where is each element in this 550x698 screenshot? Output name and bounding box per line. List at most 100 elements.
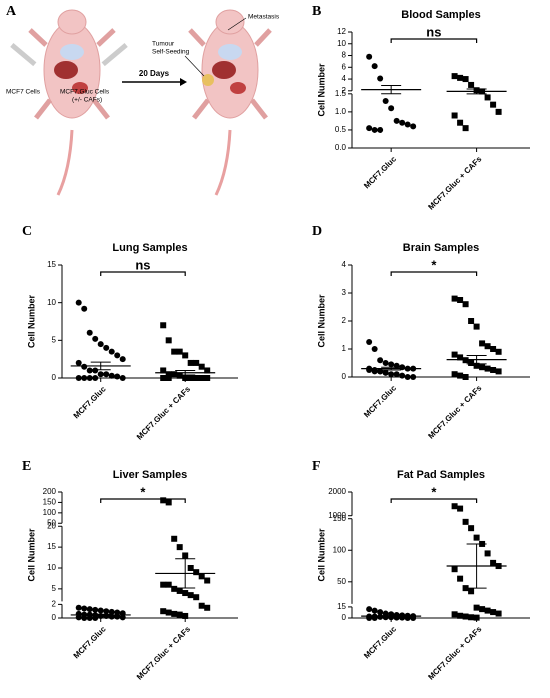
panel-letter: C <box>22 224 32 239</box>
data-point <box>457 297 464 303</box>
data-point <box>484 365 491 372</box>
significance-label: ns <box>426 24 441 39</box>
y-tick-label: 100 <box>43 508 57 517</box>
data-point <box>366 339 373 345</box>
data-point <box>160 322 167 329</box>
data-point <box>81 363 88 370</box>
panel-letter: E <box>22 459 31 474</box>
x-tick-label: MCF7.Gluc <box>72 384 108 420</box>
data-point <box>160 608 167 615</box>
panel-letter: B <box>312 4 321 19</box>
data-point <box>468 360 475 366</box>
significance-label: * <box>140 484 146 499</box>
data-point <box>97 371 104 378</box>
y-tick-label: 15 <box>337 602 346 611</box>
data-point <box>204 577 211 584</box>
y-tick-label: 50 <box>337 577 346 586</box>
x-tick-label: MCF7.Gluc <box>362 624 398 660</box>
data-point <box>479 364 486 371</box>
data-point <box>75 614 82 621</box>
arrow-head <box>180 78 187 86</box>
data-point <box>393 371 400 378</box>
chart-title: Brain Samples <box>403 242 479 254</box>
data-point <box>462 301 469 308</box>
data-point <box>388 105 395 112</box>
y-tick-label: 10 <box>337 39 346 48</box>
data-point <box>176 587 183 594</box>
data-point <box>160 497 167 504</box>
data-point <box>371 346 378 352</box>
data-point <box>410 374 417 380</box>
data-point <box>468 525 475 532</box>
data-point <box>457 74 464 81</box>
data-point <box>462 613 469 620</box>
y-axis-label: Cell Number <box>316 528 326 582</box>
data-point <box>371 126 378 133</box>
data-point <box>86 367 93 374</box>
x-tick-label: MCF7.Gluc + CAFs <box>426 624 484 682</box>
y-tick-label: 5 <box>52 584 57 593</box>
panel-letter: A <box>6 4 17 19</box>
significance-label: ns <box>135 257 150 272</box>
chart-title: Liver Samples <box>113 469 188 481</box>
data-point <box>457 372 464 379</box>
x-tick-label: MCF7.Gluc <box>362 154 398 190</box>
data-point <box>92 615 99 621</box>
data-point <box>119 356 126 363</box>
data-point <box>75 604 82 611</box>
data-point <box>198 363 205 370</box>
data-point <box>103 371 110 378</box>
data-point <box>92 335 99 342</box>
data-point <box>171 371 178 378</box>
data-point <box>81 615 88 621</box>
data-point <box>462 374 469 380</box>
y-tick-label: 0 <box>342 372 347 381</box>
data-point <box>165 581 172 588</box>
y-tick-label: 1000 <box>328 511 346 520</box>
x-tick-label: MCF7.Gluc + CAFs <box>426 383 484 441</box>
chart-title: Fat Pad Samples <box>397 469 485 481</box>
metastasis-label: Metastasis <box>248 14 280 21</box>
data-point <box>108 372 115 379</box>
significance-bracket <box>390 271 478 276</box>
data-point <box>371 63 378 70</box>
significance-bracket <box>390 38 478 43</box>
data-point <box>473 362 480 369</box>
data-point <box>176 348 183 355</box>
data-point <box>187 359 194 366</box>
mouse-left <box>10 9 128 196</box>
data-point <box>165 375 172 381</box>
x-tick-label: MCF7.Gluc + CAFs <box>135 624 193 682</box>
y-tick-label: 4 <box>342 74 347 83</box>
y-tick-label: 50 <box>47 518 56 527</box>
data-point <box>484 607 491 614</box>
data-point <box>451 73 458 80</box>
data-point <box>484 550 491 557</box>
y-tick-label: 5 <box>52 335 57 344</box>
chart-title: Lung Samples <box>112 242 187 254</box>
significance-bracket <box>390 498 478 503</box>
data-point <box>377 126 384 133</box>
data-point <box>490 609 497 616</box>
data-point <box>451 295 458 302</box>
data-point <box>92 367 99 374</box>
data-point <box>119 614 126 621</box>
data-point <box>97 341 104 348</box>
y-tick-label: 100 <box>333 545 347 554</box>
data-point <box>165 499 172 506</box>
y-tick-label: 0.5 <box>335 125 347 134</box>
y-tick-label: 8 <box>342 51 347 60</box>
data-point <box>176 611 183 618</box>
y-tick-label: 0 <box>342 613 347 622</box>
data-point <box>451 351 458 358</box>
y-tick-label: 2 <box>342 86 347 95</box>
data-point <box>451 566 458 573</box>
data-point <box>495 348 502 355</box>
mouse-right <box>188 9 272 196</box>
data-point <box>160 375 167 381</box>
data-point <box>165 371 172 378</box>
data-point <box>187 592 194 599</box>
data-point <box>377 75 384 82</box>
data-point <box>451 503 458 510</box>
right-label: (+/- CAFs) <box>72 97 102 104</box>
